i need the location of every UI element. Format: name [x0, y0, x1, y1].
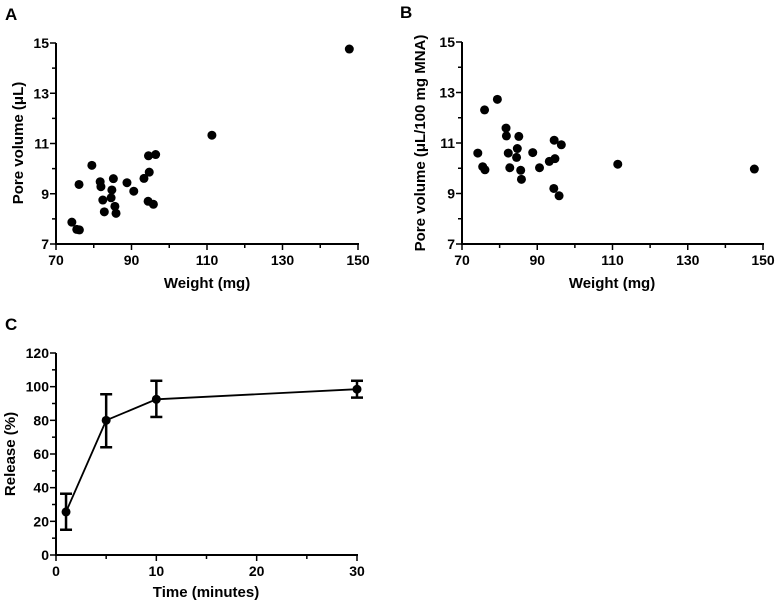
data-point: [67, 217, 77, 227]
panel-label-b: B: [400, 3, 412, 22]
data-point: [516, 165, 526, 175]
data-point: [143, 151, 153, 161]
data-point: [549, 135, 559, 145]
y-tick-label: 0: [41, 547, 49, 563]
data-point: [554, 191, 564, 201]
data-point: [122, 178, 132, 188]
data-point: [87, 160, 97, 170]
x-tick-label: 10: [149, 563, 165, 579]
data-point: [151, 150, 161, 160]
data-point: [98, 195, 108, 205]
y-tick-label: 13: [33, 85, 49, 101]
data-point: [749, 164, 759, 174]
data-point: [503, 148, 513, 158]
x-tick-label: 130: [676, 252, 700, 268]
y-axis-title-c: Release (%): [2, 412, 19, 496]
x-axis-title-b: Weight (mg): [569, 275, 655, 292]
y-axis-title-b: Pore volume (μL/100 mg MNA): [412, 35, 429, 252]
data-point: [110, 201, 120, 211]
data-point: [151, 394, 161, 404]
panel-a: 70 90 110 130 150 7 9 11 13 15: [33, 35, 369, 268]
data-point: [550, 154, 560, 164]
x-tick-label: 20: [249, 563, 265, 579]
x-tick-label: 150: [346, 252, 370, 268]
data-point: [148, 199, 158, 209]
data-point: [505, 163, 515, 173]
y-tick-label: 9: [41, 186, 49, 202]
data-point: [207, 130, 217, 140]
data-point: [352, 384, 362, 394]
x-tick-label: 0: [52, 563, 60, 579]
data-point: [613, 159, 623, 169]
x-tick-label: 90: [529, 252, 545, 268]
panel-label-a: A: [5, 5, 17, 24]
x-tick-label: 150: [751, 252, 775, 268]
x-axis-title-c: Time (minutes): [153, 584, 259, 601]
y-tick-label: 11: [34, 136, 49, 152]
x-tick-label: 110: [196, 252, 219, 268]
y-tick-label: 9: [447, 186, 455, 202]
y-tick-label: 40: [33, 480, 49, 496]
x-tick-label: 90: [124, 252, 140, 268]
data-point: [480, 105, 490, 115]
y-tick-label: 80: [33, 412, 49, 428]
data-point: [514, 131, 524, 141]
y-tick-label: 100: [26, 379, 50, 395]
data-point: [512, 152, 522, 162]
data-point: [106, 193, 116, 203]
data-point: [528, 148, 538, 158]
y-tick-label: 7: [447, 236, 455, 252]
data-point: [516, 174, 526, 184]
data-point: [74, 179, 84, 189]
data-point: [473, 148, 483, 158]
data-point: [501, 131, 511, 141]
data-point: [96, 182, 106, 192]
data-point: [535, 163, 545, 173]
data-point: [61, 507, 71, 517]
data-point: [492, 94, 502, 104]
panel-c: 0 10 20 30 0 20 40 60 80 100 120: [26, 345, 365, 579]
data-point: [501, 123, 511, 133]
data-point: [512, 144, 522, 154]
data-point: [111, 208, 121, 218]
x-tick-label: 110: [601, 252, 624, 268]
data-point: [144, 167, 154, 177]
data-point: [344, 44, 354, 54]
y-tick-label: 13: [439, 85, 455, 101]
y-tick-label: 120: [26, 345, 50, 361]
x-tick-label: 130: [271, 252, 295, 268]
data-point: [129, 186, 139, 196]
y-tick-label: 11: [440, 135, 455, 151]
data-point: [549, 183, 559, 193]
x-tick-label: 70: [48, 252, 64, 268]
x-tick-label: 70: [454, 252, 470, 268]
y-tick-label: 15: [33, 35, 49, 51]
y-tick-label: 7: [41, 236, 49, 252]
data-point: [107, 185, 117, 195]
x-axis-title-a: Weight (mg): [164, 275, 250, 292]
panel-b: 70 90 110 130 150 7 9 11 13 15: [439, 34, 774, 268]
y-axis-title-a: Pore volume (μL): [10, 82, 27, 205]
data-point: [99, 207, 109, 217]
data-point: [480, 165, 490, 175]
panel-label-c: C: [5, 315, 17, 334]
y-tick-label: 15: [439, 34, 455, 50]
x-tick-label: 30: [349, 563, 365, 579]
data-point: [101, 415, 111, 425]
y-tick-label: 60: [33, 446, 49, 462]
data-point: [139, 173, 149, 183]
y-tick-label: 20: [33, 513, 49, 529]
data-point: [556, 140, 566, 150]
data-point: [108, 174, 118, 184]
series-line: [65, 388, 358, 513]
data-point: [74, 225, 84, 235]
